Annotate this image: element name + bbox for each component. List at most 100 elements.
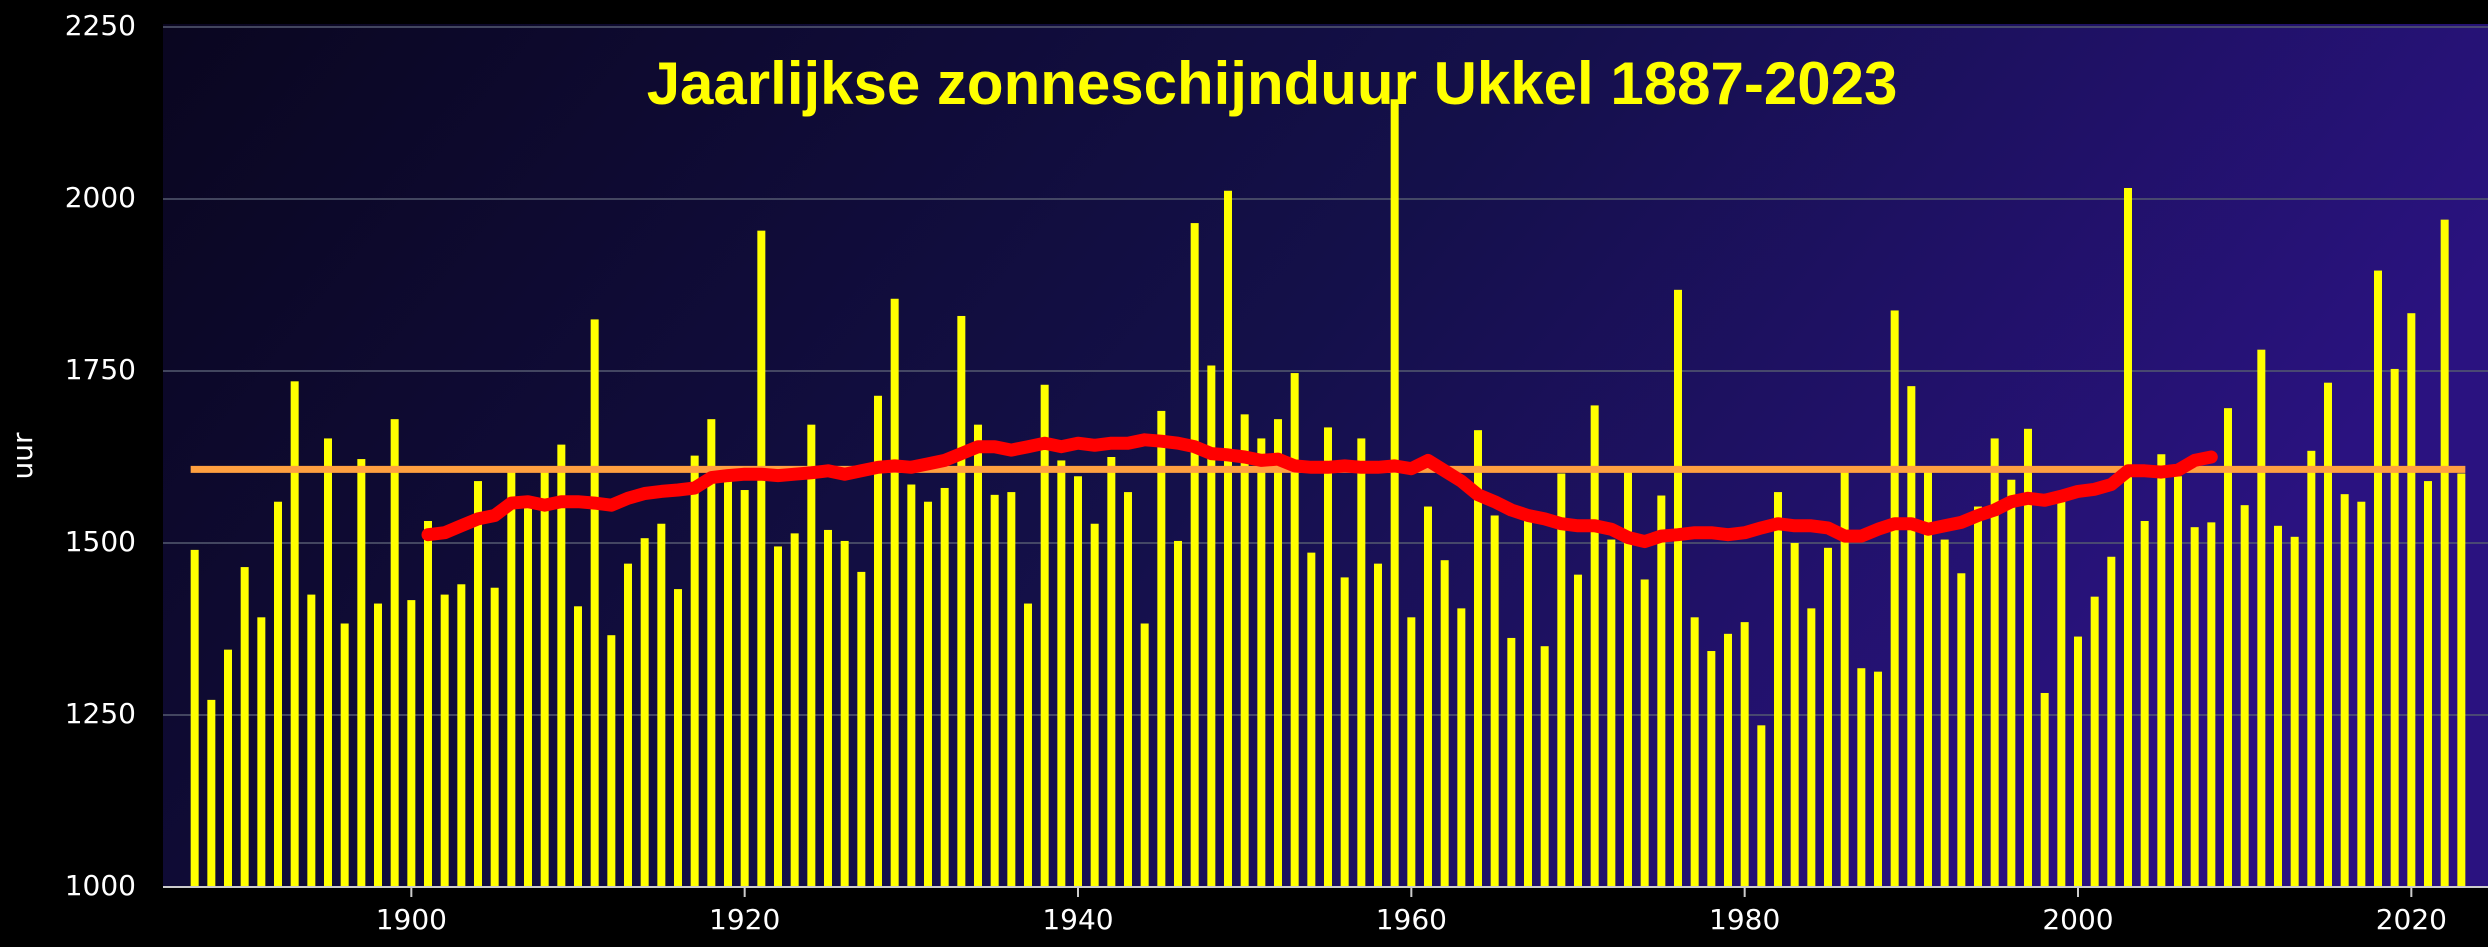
bar — [540, 470, 549, 887]
bar — [407, 600, 416, 887]
x-tick-label: 1940 — [1042, 903, 1113, 936]
bar — [674, 589, 682, 887]
bar — [1624, 467, 1632, 887]
bar — [1990, 438, 1999, 887]
y-tick-label: 1500 — [65, 525, 136, 558]
bar — [1107, 457, 1116, 887]
bar — [857, 571, 866, 887]
bar — [1040, 384, 1049, 887]
bar — [1424, 506, 1432, 887]
bar — [240, 567, 249, 887]
bar — [2424, 481, 2432, 887]
bar — [424, 520, 432, 887]
bar — [2240, 505, 2249, 887]
bar — [1907, 386, 1916, 887]
bar — [190, 549, 199, 887]
bar — [1224, 190, 1232, 887]
bar — [1157, 410, 1166, 887]
bar — [1740, 622, 1749, 887]
bar — [1490, 515, 1499, 887]
bar — [1524, 520, 1532, 887]
bar — [1724, 633, 1732, 887]
bar — [2157, 454, 2166, 887]
bar — [774, 546, 782, 887]
bar — [1540, 646, 1549, 887]
bar — [1257, 438, 1266, 887]
bar — [324, 438, 332, 887]
bar — [1640, 579, 1649, 887]
bar — [874, 395, 882, 887]
bar — [1440, 560, 1449, 887]
bar — [840, 540, 849, 887]
bar — [507, 468, 516, 887]
bar — [1824, 547, 1832, 887]
bar — [574, 606, 582, 887]
bar — [2124, 187, 2132, 887]
bar — [1240, 414, 1249, 887]
bar — [2207, 522, 2216, 887]
bar — [1307, 552, 1316, 887]
bar — [1690, 617, 1699, 887]
bar — [2190, 527, 2199, 887]
bar — [1407, 617, 1416, 887]
bar — [1757, 725, 1766, 887]
bar — [457, 584, 466, 887]
y-tick-label: 2250 — [65, 9, 136, 42]
bar — [524, 505, 532, 887]
bar — [1007, 492, 1016, 887]
bar — [2074, 636, 2082, 887]
bar — [1174, 540, 1182, 887]
bar — [740, 490, 749, 887]
bar — [2090, 596, 2099, 887]
bar — [1074, 476, 1082, 887]
bar — [657, 523, 666, 887]
bar — [1707, 651, 1716, 887]
bar — [1957, 573, 1966, 887]
bar — [2224, 408, 2232, 887]
bar — [1924, 470, 1932, 887]
bar — [1507, 637, 1516, 887]
y-tick-label: 1750 — [65, 353, 136, 386]
bar — [1324, 427, 1332, 887]
bar — [374, 603, 382, 887]
bar — [1807, 608, 1816, 887]
bar — [957, 315, 966, 888]
y-tick-label: 1250 — [65, 697, 136, 730]
x-tick-label: 1920 — [709, 903, 780, 936]
y-tick-label: 2000 — [65, 181, 136, 214]
bar — [390, 419, 399, 887]
bar — [1357, 438, 1366, 887]
bar — [2040, 692, 2049, 887]
bar — [1674, 289, 1682, 887]
bar — [1457, 608, 1466, 887]
x-tick-label: 1980 — [1709, 903, 1780, 936]
bar — [357, 459, 366, 887]
bar — [1574, 574, 1582, 887]
bar — [2390, 368, 2399, 887]
bar — [1190, 223, 1199, 887]
bar — [974, 424, 982, 887]
bar — [1340, 577, 1349, 887]
bar — [590, 319, 599, 887]
bar — [907, 484, 916, 887]
bar — [724, 479, 732, 887]
bar — [790, 533, 799, 887]
bar — [940, 487, 949, 887]
bar — [2407, 313, 2416, 887]
bar — [624, 563, 632, 887]
bar — [1657, 495, 1666, 887]
bar — [1474, 430, 1482, 887]
bar — [207, 699, 216, 887]
bar — [807, 424, 816, 887]
bar — [1557, 473, 1566, 887]
bar — [2340, 494, 2349, 887]
x-tick-label: 1900 — [376, 903, 447, 936]
bar — [1774, 492, 1782, 887]
bar — [1207, 365, 1216, 888]
bar — [274, 501, 282, 887]
bar — [557, 444, 566, 887]
bar — [1374, 563, 1382, 887]
bar — [1290, 373, 1299, 888]
bar — [2274, 525, 2282, 887]
bar — [2174, 476, 2182, 887]
